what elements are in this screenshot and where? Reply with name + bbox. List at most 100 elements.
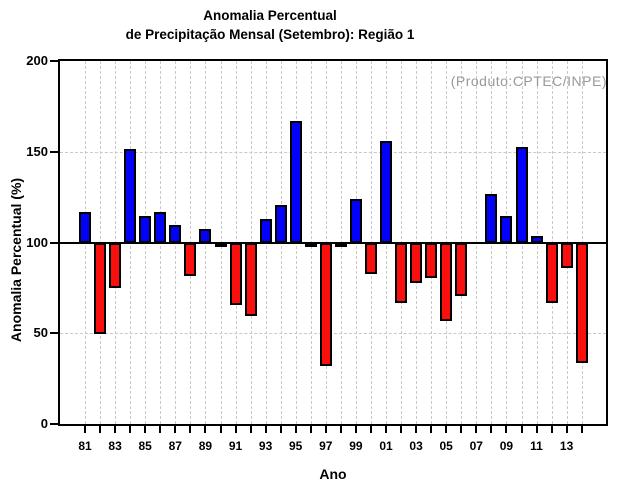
x-tick-label-83: 83: [108, 439, 122, 453]
bar-83: [109, 243, 122, 289]
x-tick-09: [505, 425, 508, 433]
x-tick-06: [460, 425, 463, 433]
bar-90: [214, 243, 227, 247]
x-tick-label-11: 11: [530, 439, 543, 453]
x-tick-00: [369, 425, 372, 433]
x-tick-label-87: 87: [168, 439, 182, 453]
x-tick-88: [189, 425, 192, 433]
bar-00: [364, 243, 377, 274]
bar-91: [229, 243, 242, 305]
x-tick-91: [234, 425, 237, 433]
x-tick-label-91: 91: [228, 439, 243, 453]
bar-93: [259, 219, 272, 243]
bar-09: [500, 215, 513, 243]
bar-06: [455, 243, 468, 296]
x-tick-03: [415, 425, 418, 433]
x-tick-02: [400, 425, 403, 433]
x-tick-08: [490, 425, 493, 433]
x-tick-81: [84, 425, 86, 433]
bar-97: [319, 243, 332, 367]
x-tick-83: [114, 425, 117, 433]
x-tick-93: [264, 425, 267, 433]
x-tick-label-93: 93: [258, 439, 273, 453]
x-tick-label-01: 01: [379, 439, 393, 453]
bar-05: [440, 243, 453, 321]
x-tick-label-13: 13: [559, 439, 574, 453]
x-tick-label-07: 07: [469, 439, 483, 453]
y-tick-100: [50, 241, 58, 244]
x-tick-label-81: 81: [78, 439, 92, 453]
x-tick-01: [385, 425, 387, 433]
y-axis-title: Anomalia Percentual (%): [8, 177, 24, 343]
chart-title-line1: Anomalia Percentual: [203, 8, 337, 23]
x-tick-07: [475, 425, 478, 433]
bar-87: [169, 224, 182, 243]
bar-12: [545, 243, 558, 303]
h-gridline-50: [60, 333, 606, 335]
x-tick-92: [249, 425, 252, 433]
x-tick-label-99: 99: [349, 439, 363, 453]
x-tick-05: [445, 425, 448, 433]
x-tick-12: [550, 425, 553, 433]
bar-92: [244, 243, 257, 316]
x-tick-label-89: 89: [198, 439, 213, 453]
x-tick-98: [339, 425, 342, 433]
y-tick-200: [50, 60, 58, 62]
x-tick-82: [99, 425, 101, 433]
bar-98: [334, 243, 347, 247]
bar-02: [395, 243, 408, 303]
x-tick-11: [535, 425, 538, 433]
x-tick-95: [294, 425, 297, 433]
x-tick-label-03: 03: [409, 439, 423, 453]
x-tick-10: [520, 425, 523, 433]
bar-94: [274, 204, 287, 243]
bar-89: [199, 228, 212, 243]
y-tick-label-200: 200: [26, 53, 48, 68]
x-tick-87: [174, 425, 177, 433]
y-tick-label-50: 50: [33, 325, 48, 341]
baseline-100: [60, 242, 606, 244]
plot-area: [58, 59, 608, 426]
bar-96: [304, 243, 317, 247]
y-tick-150: [50, 150, 58, 153]
x-tick-04: [430, 425, 433, 433]
bar-13: [560, 243, 573, 269]
x-tick-label-95: 95: [289, 439, 303, 453]
bar-08: [485, 194, 498, 243]
y-tick-50: [50, 332, 58, 335]
x-axis-title: Ano: [319, 466, 347, 482]
x-tick-label-85: 85: [138, 439, 152, 453]
bar-85: [139, 215, 152, 243]
x-tick-label-09: 09: [499, 439, 514, 453]
x-tick-97: [324, 425, 327, 433]
bar-14: [575, 243, 588, 363]
y-tick-label-100: 100: [26, 234, 48, 250]
bar-88: [184, 243, 197, 276]
x-tick-14: [580, 425, 583, 433]
bar-81: [79, 212, 91, 243]
chart-title-line2: de Precipitação Mensal (Setembro): Regiã…: [125, 27, 415, 42]
bar-95: [289, 121, 302, 243]
x-tick-84: [129, 425, 132, 433]
x-tick-85: [144, 425, 147, 433]
x-tick-label-05: 05: [439, 439, 453, 453]
bar-03: [410, 243, 423, 283]
y-tick-label-0: 0: [40, 416, 48, 431]
x-tick-13: [565, 425, 568, 433]
y-tick-label-150: 150: [26, 143, 48, 159]
bar-84: [124, 148, 137, 243]
bar-86: [154, 212, 167, 243]
bar-01: [380, 141, 392, 243]
bar-10: [515, 146, 528, 243]
h-gridline-150: [60, 151, 606, 153]
x-tick-86: [159, 425, 162, 433]
x-tick-label-97: 97: [319, 439, 333, 453]
bar-82: [94, 243, 106, 334]
x-tick-96: [309, 425, 312, 433]
bar-04: [425, 243, 438, 278]
x-tick-90: [219, 425, 222, 433]
x-tick-94: [279, 425, 282, 433]
bar-11: [530, 235, 543, 243]
x-tick-89: [204, 425, 207, 433]
